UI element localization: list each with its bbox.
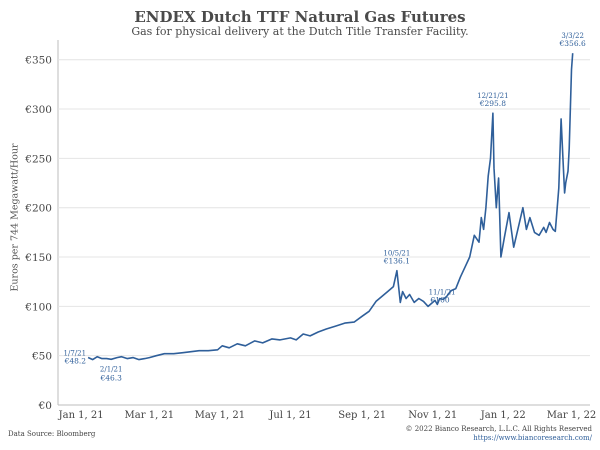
annotation-value: €136.1 [383,257,410,266]
copyright-text: © 2022 Bianco Research, L.L.C. All Right… [405,425,593,433]
x-tick-label: Jul 1, 21 [268,410,311,421]
copyright-block: © 2022 Bianco Research, L.L.C. All Right… [406,425,593,443]
x-tick-label: Nov 1, 21 [408,410,457,421]
x-tick-label: Mar 1, 22 [547,410,597,421]
y-tick-label: €100 [24,301,52,313]
annotation-value: €48.2 [64,356,87,365]
y-tick-label: €300 [24,104,52,116]
annotation-date: 1/7/21 [64,349,87,357]
annotation-date: 10/5/21 [383,250,410,258]
y-axis-label: Euros per 744 Megawatt/Hour [9,143,21,292]
y-tick-label: €200 [24,203,52,215]
annotation-date: 3/3/22 [561,32,584,40]
annotation-date: 12/21/21 [477,92,508,100]
x-tick-label: May 1, 21 [195,410,245,421]
data-source-note: Data Source: Bloomberg [8,430,96,438]
y-tick-label: €0 [38,400,52,412]
x-tick-label: Jan 1, 21 [58,410,104,421]
x-tick-label: Mar 1, 21 [125,410,175,421]
y-tick-label: €50 [31,351,52,363]
annotation-value: €46.3 [99,373,122,382]
annotation-value: €100 [430,295,450,304]
y-tick-label: €350 [24,55,52,67]
x-tick-label: Jan 1, 22 [480,410,526,421]
chart-subtitle: Gas for physical delivery at the Dutch T… [131,25,469,38]
x-tick-label: Sep 1, 21 [338,410,386,421]
y-tick-label: €150 [24,252,52,264]
chart-title: ENDEX Dutch TTF Natural Gas Futures [134,8,466,26]
annotation-date: 2/1/21 [100,365,123,373]
y-tick-label: €250 [24,153,52,165]
annotation-value: €356.6 [559,39,586,48]
annotation-value: €295.8 [479,99,506,108]
website-link[interactable]: https://www.biancoresearch.com/ [473,434,592,442]
annotation-date: 11/1/21 [429,288,456,296]
series-line-ttf [87,53,574,361]
